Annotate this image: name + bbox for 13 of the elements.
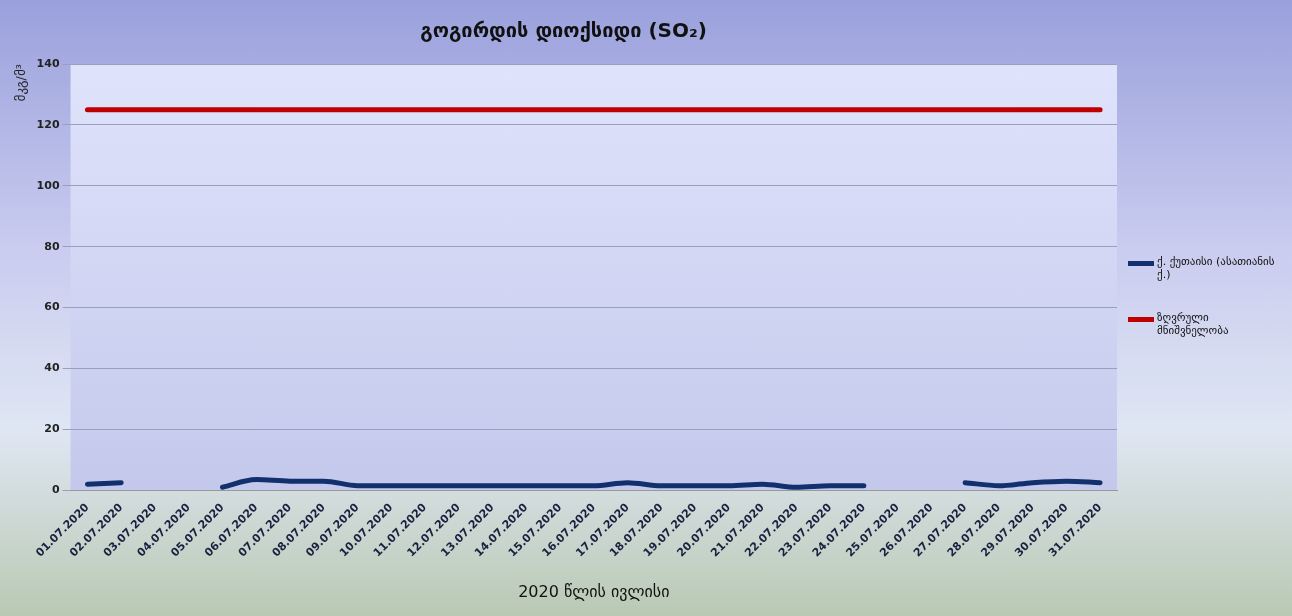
y-axis-title: მკგ/მ³: [13, 64, 29, 102]
y-tick-label: 80: [44, 239, 60, 253]
y-tick-label: 20: [44, 422, 60, 436]
chart-title: გოგირდის დიოქსიდი (SO₂): [420, 18, 707, 43]
y-tick-label: 100: [36, 178, 60, 192]
y-tick-label: 40: [44, 361, 60, 375]
legend-label: ზღვრული მნიშვნელობა: [1157, 311, 1230, 337]
y-tick-label: 120: [36, 117, 60, 131]
y-tick-label: 140: [36, 56, 60, 70]
y-tick-label: 0: [51, 483, 60, 497]
y-tick-label: 60: [44, 300, 60, 314]
legend-label: ქ. ქუთაისი (ასათიანის ქ.): [1157, 255, 1276, 281]
x-axis-title: 2020 წლის ივლისი: [518, 581, 670, 601]
